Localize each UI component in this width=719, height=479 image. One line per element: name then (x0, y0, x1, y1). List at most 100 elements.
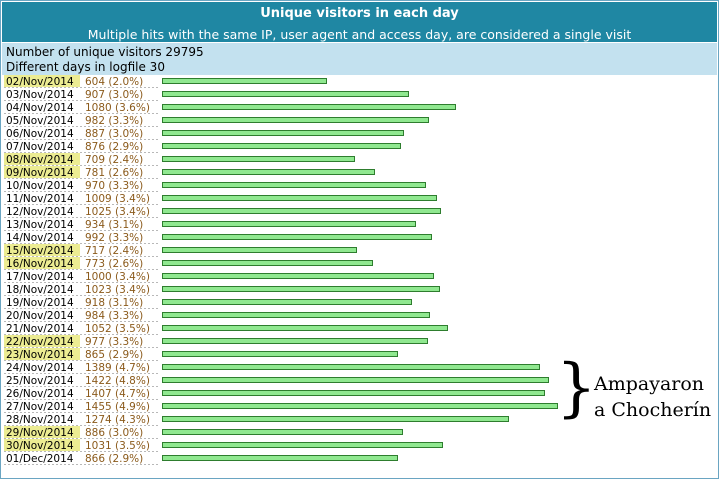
value-label: 918 (3.1%) (85, 297, 143, 309)
summary-box: Number of unique visitors 29795 Differen… (2, 43, 717, 75)
report-subtitle: Multiple hits with the same IP, user age… (87, 27, 632, 42)
visitor-bar (162, 247, 357, 253)
date-label: 05/Nov/2014 (6, 115, 74, 127)
value-label: 984 (3.3%) (85, 310, 143, 322)
visitor-bar (162, 195, 437, 201)
visitor-bar (162, 325, 448, 331)
date-label: 09/Nov/2014 (6, 167, 74, 179)
visitor-bar (162, 351, 398, 357)
value-label: 886 (3.0%) (85, 427, 143, 439)
unique-visitors-count: Number of unique visitors 29795 (6, 45, 204, 59)
date-label: 17/Nov/2014 (6, 271, 74, 283)
weekend-highlight (4, 426, 80, 438)
visitor-bar (162, 78, 327, 84)
value-label: 876 (2.9%) (85, 141, 143, 153)
date-label: 22/Nov/2014 (6, 336, 74, 348)
visitor-bar (162, 364, 540, 370)
visitor-bar (162, 390, 545, 396)
weekend-highlight (4, 166, 80, 178)
value-label: 865 (2.9%) (85, 349, 143, 361)
weekend-highlight (4, 153, 80, 165)
value-label: 773 (2.6%) (85, 258, 143, 270)
date-label: 18/Nov/2014 (6, 284, 74, 296)
value-label: 604 (2.0%) (85, 76, 143, 88)
date-label: 07/Nov/2014 (6, 141, 74, 153)
visitor-bar (162, 221, 416, 227)
value-label: 970 (3.3%) (85, 180, 143, 192)
visitor-bar (162, 338, 428, 344)
value-label: 1274 (4.3%) (85, 414, 150, 426)
value-label: 1407 (4.7%) (85, 388, 150, 400)
date-label: 13/Nov/2014 (6, 219, 74, 231)
visitor-bar (162, 182, 426, 188)
weekend-highlight (4, 257, 80, 269)
date-label: 08/Nov/2014 (6, 154, 74, 166)
value-label: 1031 (3.5%) (85, 440, 150, 452)
visitor-bar (162, 299, 412, 305)
weekend-highlight (4, 335, 80, 347)
date-label: 26/Nov/2014 (6, 388, 74, 400)
value-label: 977 (3.3%) (85, 336, 143, 348)
value-label: 1023 (3.4%) (85, 284, 150, 296)
value-label: 1455 (4.9%) (85, 401, 150, 413)
date-label: 21/Nov/2014 (6, 323, 74, 335)
visitor-bar (162, 117, 429, 123)
visitor-bar (162, 91, 409, 97)
value-label: 1052 (3.5%) (85, 323, 150, 335)
value-label: 717 (2.4%) (85, 245, 143, 257)
visitor-bar (162, 403, 558, 409)
value-label: 1422 (4.8%) (85, 375, 150, 387)
value-label: 907 (3.0%) (85, 89, 143, 101)
visitor-bar (162, 104, 456, 110)
visitor-bar (162, 130, 404, 136)
weekend-highlight (4, 348, 80, 360)
value-label: 1000 (3.4%) (85, 271, 150, 283)
annotation-line-2: a Chocherín (594, 399, 712, 421)
visitor-bar (162, 377, 549, 383)
visitor-bar (162, 273, 434, 279)
value-label: 709 (2.4%) (85, 154, 143, 166)
date-label: 10/Nov/2014 (6, 180, 74, 192)
date-label: 12/Nov/2014 (6, 206, 74, 218)
date-label: 01/Dec/2014 (6, 453, 74, 465)
date-label: 25/Nov/2014 (6, 375, 74, 387)
date-label: 04/Nov/2014 (6, 102, 74, 114)
date-label: 15/Nov/2014 (6, 245, 74, 257)
date-label: 02/Nov/2014 (6, 76, 74, 88)
visitor-bar (162, 156, 355, 162)
date-label: 06/Nov/2014 (6, 128, 74, 140)
date-label: 11/Nov/2014 (6, 193, 74, 205)
curly-brace-icon: } (556, 351, 597, 425)
date-label: 14/Nov/2014 (6, 232, 74, 244)
value-label: 866 (2.9%) (85, 453, 143, 465)
report-title: Unique visitors in each day (260, 6, 459, 21)
visitor-bar (162, 169, 375, 175)
handwritten-annotation: Ampayaron a Chocherín (594, 371, 716, 423)
visitor-bar (162, 143, 401, 149)
date-label: 23/Nov/2014 (6, 349, 74, 361)
visitor-bar (162, 416, 509, 422)
visitor-bar (162, 429, 403, 435)
value-label: 1389 (4.7%) (85, 362, 150, 374)
weekend-highlight (4, 75, 80, 87)
visitor-bar (162, 442, 443, 448)
date-label: 20/Nov/2014 (6, 310, 74, 322)
report-header: Unique visitors in each day Multiple hit… (2, 2, 717, 42)
date-label: 16/Nov/2014 (6, 258, 74, 270)
weekend-highlight (4, 244, 80, 256)
different-days-count: Different days in logfile 30 (6, 60, 165, 74)
annotation-line-1: Ampayaron (594, 373, 705, 395)
visitor-bar (162, 286, 440, 292)
date-label: 24/Nov/2014 (6, 362, 74, 374)
date-label: 29/Nov/2014 (6, 427, 74, 439)
date-label: 27/Nov/2014 (6, 401, 74, 413)
visitor-bar (162, 312, 430, 318)
value-label: 1009 (3.4%) (85, 193, 150, 205)
value-label: 887 (3.0%) (85, 128, 143, 140)
date-label: 28/Nov/2014 (6, 414, 74, 426)
value-label: 982 (3.3%) (85, 115, 143, 127)
date-label: 19/Nov/2014 (6, 297, 74, 309)
date-label: 03/Nov/2014 (6, 89, 74, 101)
date-label: 30/Nov/2014 (6, 440, 74, 452)
weekend-highlight (4, 439, 80, 451)
